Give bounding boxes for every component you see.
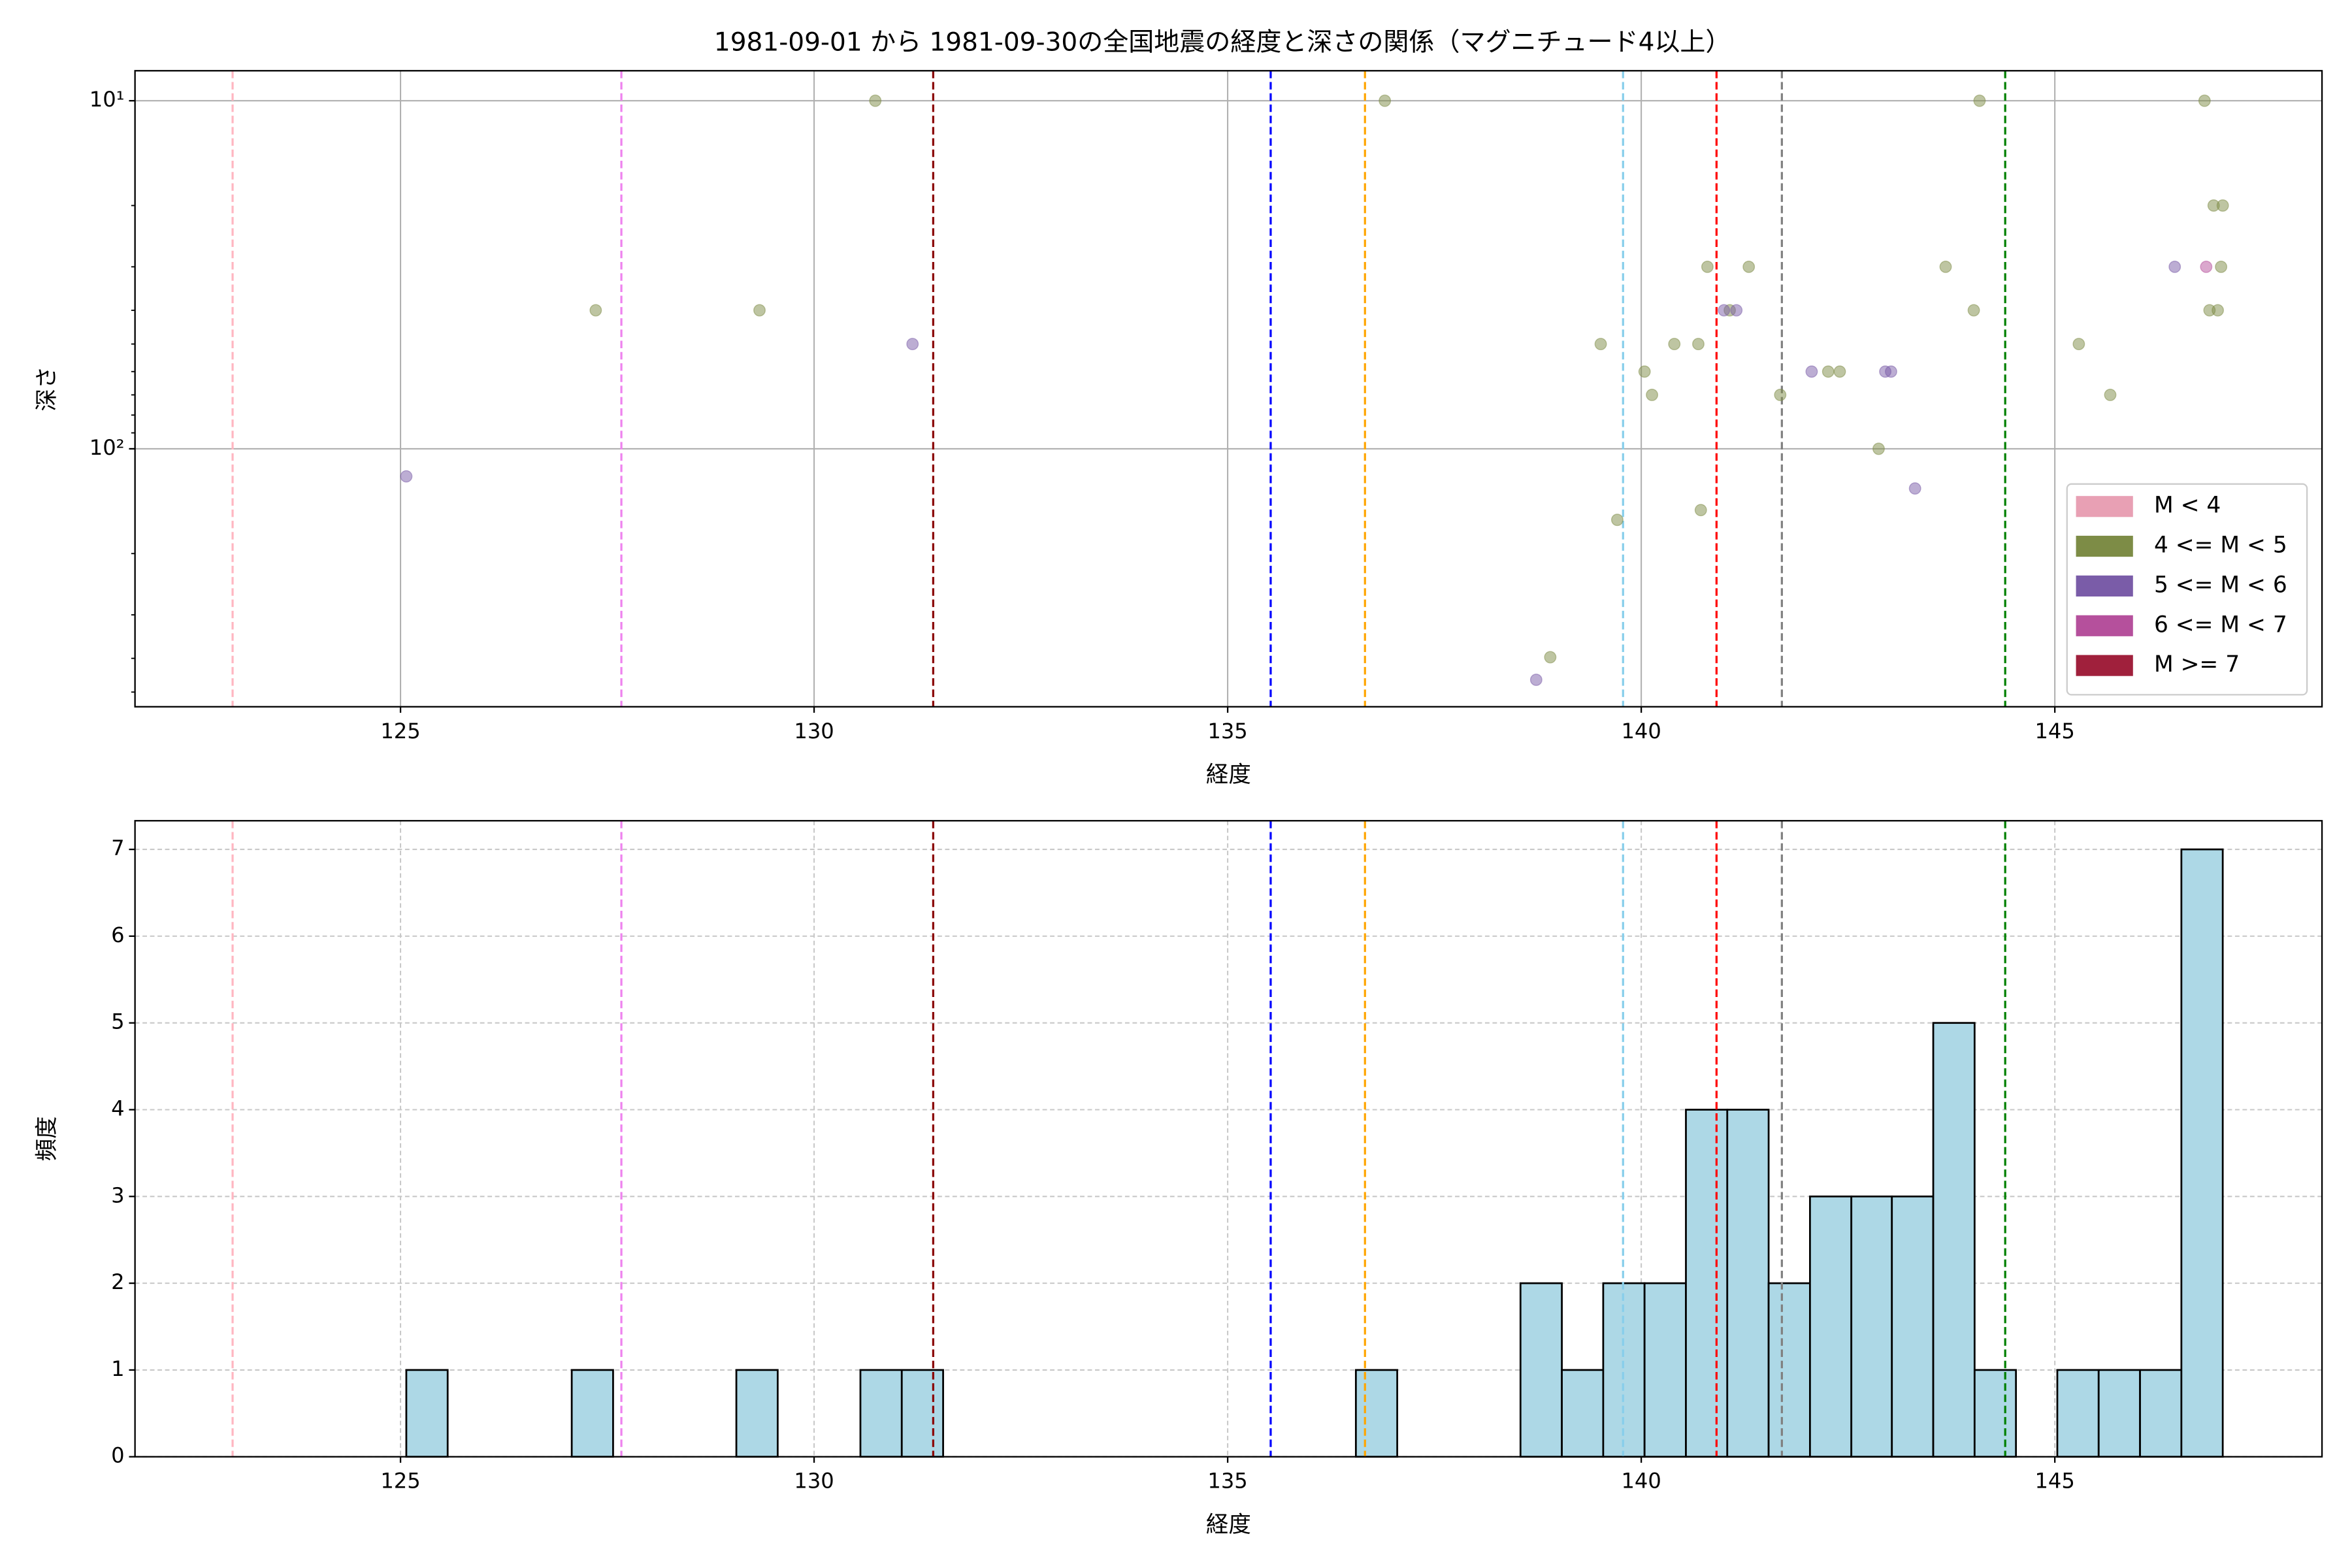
histogram-bar	[859, 1369, 903, 1458]
scatter-point	[1638, 365, 1651, 378]
legend-label: 6 <= M < 7	[2154, 612, 2287, 638]
scatter-point	[1646, 388, 1658, 401]
y-axis-label: 深さ	[34, 367, 60, 412]
scatter-point	[753, 304, 766, 317]
histogram-bar	[1809, 1195, 1853, 1458]
x-axis-label: 経度	[1206, 1512, 1251, 1538]
y-tick-label: 10²	[90, 435, 125, 460]
scatter-point	[1544, 651, 1557, 664]
scatter-point	[1594, 338, 1607, 350]
legend-label: M < 4	[2154, 493, 2221, 519]
y-tick-label: 3	[111, 1183, 124, 1207]
histogram-bar	[2139, 1369, 2183, 1458]
chart-title: 1981-09-01 から 1981-09-30の全国地震の経度と深さの関係（マ…	[714, 27, 1731, 57]
x-tick-label: 130	[794, 1469, 834, 1494]
scatter-point	[2104, 388, 2117, 401]
histogram-bar	[1850, 1195, 1893, 1458]
histogram-bar	[1932, 1022, 1976, 1458]
scatter-point	[1701, 260, 1714, 273]
plot-frame	[134, 820, 2323, 1458]
y-tick-label: 6	[111, 923, 124, 947]
y-tick-label: 0	[111, 1443, 124, 1468]
scatter-point	[1967, 304, 1980, 317]
histogram-bar	[1519, 1282, 1563, 1458]
histogram-bar	[1685, 1109, 1729, 1458]
histogram-bar	[570, 1369, 614, 1458]
histogram-bar	[2056, 1369, 2100, 1458]
scatter-point	[1529, 674, 1543, 686]
histogram-bar	[2097, 1369, 2141, 1458]
legend-swatch	[2076, 575, 2133, 597]
scatter-point	[2215, 260, 2228, 273]
scatter-point	[400, 470, 413, 483]
scatter-point	[1973, 94, 1986, 107]
x-tick-label: 140	[1621, 719, 1661, 743]
scatter-point	[1718, 304, 1731, 317]
legend-swatch	[2076, 536, 2133, 557]
scatter-point	[1742, 260, 1756, 273]
scatter-point	[869, 94, 882, 107]
scatter-point	[1833, 365, 1846, 378]
histogram-bar	[1561, 1369, 1605, 1458]
histogram-bar	[900, 1369, 944, 1458]
x-axis-label: 経度	[1206, 762, 1251, 788]
scatter-point	[1610, 514, 1624, 527]
y-tick-label: 10¹	[90, 87, 125, 112]
scatter-point	[1885, 365, 1897, 378]
scatter-point	[1668, 338, 1681, 350]
x-tick-label: 125	[380, 719, 420, 743]
histogram-bar	[405, 1369, 449, 1458]
scatter-point	[1821, 365, 1835, 378]
histogram-bar	[1973, 1369, 2017, 1458]
scatter-point	[1872, 442, 1885, 455]
y-axis-label: 頻度	[34, 1117, 60, 1162]
scatter-point	[1805, 365, 1818, 378]
scatter-point	[589, 304, 602, 317]
scatter-point	[1939, 260, 1952, 273]
legend-label: 5 <= M < 6	[2154, 572, 2287, 598]
histogram-bar	[1354, 1369, 1399, 1458]
histogram-bar	[735, 1369, 779, 1458]
y-tick-label: 7	[111, 836, 124, 860]
scatter-point	[2072, 338, 2085, 350]
x-tick-label: 135	[1207, 1469, 1247, 1494]
y-tick-label: 1	[111, 1356, 124, 1381]
x-tick-label: 140	[1621, 1469, 1661, 1494]
x-tick-label: 125	[380, 1469, 420, 1494]
histogram-bar	[1726, 1109, 1770, 1458]
legend-swatch	[2076, 615, 2133, 636]
legend-swatch	[2076, 655, 2133, 676]
x-tick-label: 130	[794, 719, 834, 743]
scatter-point	[2168, 260, 2181, 273]
plot-frame	[134, 70, 2323, 708]
scatter-point	[2212, 304, 2224, 317]
scatter-point	[2216, 199, 2229, 212]
histogram-bar	[1767, 1282, 1811, 1458]
histogram-bar	[1891, 1195, 1935, 1458]
scatter-point	[1692, 338, 1705, 350]
scatter-point	[1908, 482, 1921, 495]
y-tick-label: 5	[111, 1009, 124, 1034]
legend-swatch	[2076, 496, 2133, 517]
y-tick-label: 2	[111, 1269, 124, 1294]
scatter-point	[1694, 504, 1707, 517]
scatter-point	[1730, 304, 1743, 317]
scatter-point	[2200, 260, 2213, 273]
legend-label: 4 <= M < 5	[2154, 532, 2287, 559]
x-tick-label: 145	[2034, 1469, 2074, 1494]
histogram-bar	[1643, 1282, 1687, 1458]
scatter-point	[2198, 94, 2211, 107]
scatter-point	[906, 338, 919, 350]
histogram-bar	[2180, 848, 2224, 1458]
x-tick-label: 135	[1207, 719, 1247, 743]
scatter-point	[1379, 94, 1392, 107]
x-tick-label: 145	[2034, 719, 2074, 743]
legend-label: M >= 7	[2154, 651, 2240, 678]
y-tick-label: 4	[111, 1096, 124, 1120]
scatter-point	[1774, 388, 1787, 401]
